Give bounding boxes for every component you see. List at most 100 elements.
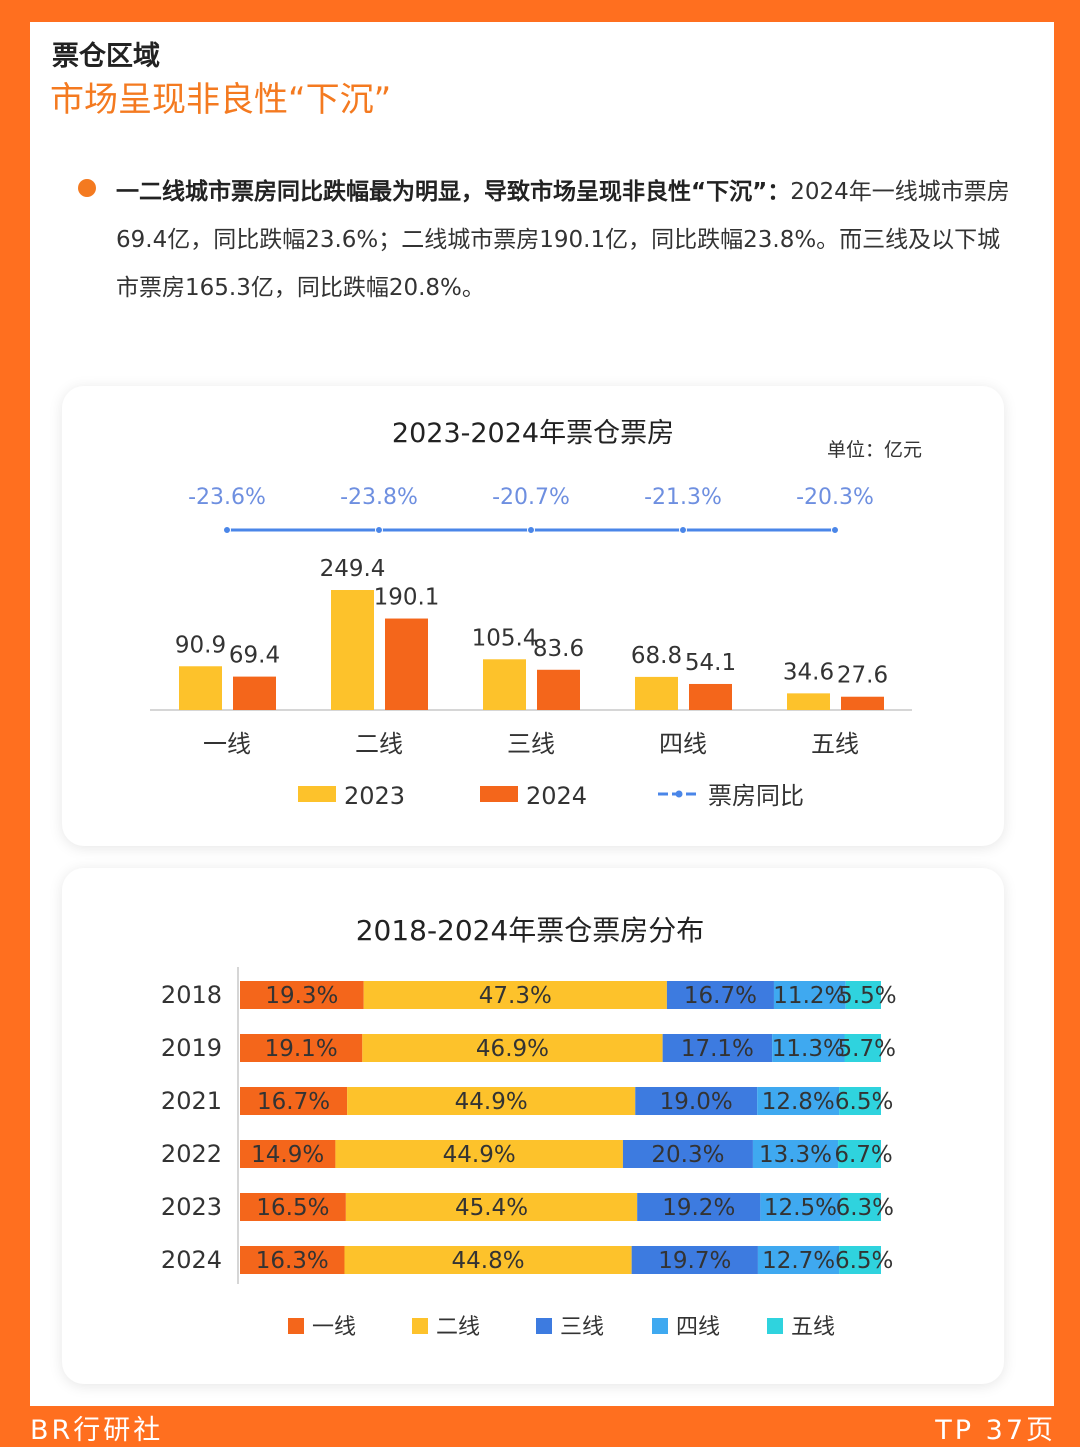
yoy-label: -20.7% xyxy=(492,485,570,510)
stack-segment-4 xyxy=(757,1246,840,1274)
stack-segment-5 xyxy=(844,1034,881,1062)
yoy-label: -23.6% xyxy=(188,485,266,510)
yoy-point xyxy=(223,526,231,534)
segment-label: 19.7% xyxy=(658,1248,731,1274)
bar-label-2024: 190.1 xyxy=(374,585,440,611)
bar-2024 xyxy=(689,683,732,710)
bar-label-2024: 83.6 xyxy=(533,636,584,662)
summary-paragraph: 一二线城市票房同比跌幅最为明显，导致市场呈现非良性“下沉”：2024年一线城市票… xyxy=(116,168,1016,312)
bar-2023 xyxy=(483,659,526,710)
bar-label-2023: 90.9 xyxy=(175,632,226,658)
stack-segment-3 xyxy=(637,1193,761,1221)
x-tick-label: 一线 xyxy=(203,730,251,758)
yoy-label: -21.3% xyxy=(644,485,722,510)
y-tick-label: 2024 xyxy=(161,1246,222,1274)
stack-segment-5 xyxy=(839,1087,881,1115)
footer-brand: BR行研社 xyxy=(30,1415,164,1446)
legend-label-2024: 2024 xyxy=(526,782,587,810)
x-tick-label: 五线 xyxy=(811,730,859,758)
x-tick-label: 二线 xyxy=(355,730,403,758)
stack-segment-1 xyxy=(240,1034,363,1062)
y-tick-label: 2018 xyxy=(161,981,222,1009)
y-tick-label: 2021 xyxy=(161,1087,222,1115)
yoy-point xyxy=(679,526,687,534)
summary-body: 2024年一线城市票房69.4亿，同比跌幅23.6%；二线城市票房190.1亿，… xyxy=(116,179,1010,301)
unit-label: 单位：亿元 xyxy=(827,439,922,461)
legend-swatch-yoy-dot xyxy=(675,790,683,798)
segment-label: 44.8% xyxy=(452,1248,525,1274)
stack-segment-1 xyxy=(240,1193,346,1221)
chart-card-bar: 2023-2024年票仓票房 单位：亿元 -23.6% -23.8% -20.7% -21… xyxy=(62,386,1004,846)
stack-segment-2 xyxy=(363,981,667,1009)
segment-label: 11.3% xyxy=(772,1036,845,1062)
stack-segment-5 xyxy=(845,981,881,1009)
segment-label: 46.9% xyxy=(476,1036,549,1062)
segment-label: 44.9% xyxy=(443,1142,516,1168)
yoy-point xyxy=(527,526,535,534)
bar-2024 xyxy=(841,696,884,710)
segment-label: 16.5% xyxy=(256,1195,329,1221)
y-tick-label: 2022 xyxy=(161,1140,222,1168)
stack-segment-2 xyxy=(347,1087,636,1115)
y-tick-label: 2023 xyxy=(161,1193,222,1221)
legend-swatch-tier5 xyxy=(767,1318,783,1334)
stack-segment-4 xyxy=(773,981,846,1009)
stack-segment-3 xyxy=(666,981,774,1009)
bar-2024 xyxy=(537,669,580,710)
segment-label: 19.2% xyxy=(662,1195,735,1221)
footer-page: TP 37页 xyxy=(935,1415,1056,1446)
stack-segment-1 xyxy=(240,1087,348,1115)
stack-segment-5 xyxy=(839,1246,881,1274)
bar-2023 xyxy=(787,693,830,710)
segment-label: 6.7% xyxy=(834,1142,892,1168)
legend-swatch-tier2 xyxy=(412,1318,428,1334)
stack-segment-2 xyxy=(362,1034,663,1062)
legend-swatch-tier3 xyxy=(536,1318,552,1334)
segment-label: 47.3% xyxy=(479,983,552,1009)
legend-label-tier2: 二线 xyxy=(436,1315,480,1340)
legend-swatch-2023 xyxy=(298,786,336,802)
stacked-bar-chart: 2018-2024年票仓票房分布 2018 19.3% 47.3% 16.7% 11.2%… xyxy=(161,914,897,1340)
y-tick-label: 2019 xyxy=(161,1034,222,1062)
bar-label-2024: 69.4 xyxy=(229,643,280,669)
chart-title: 2018-2024年票仓票房分布 xyxy=(356,914,705,947)
segment-label: 6.5% xyxy=(835,1089,893,1115)
bar-2023 xyxy=(179,666,222,710)
x-tick-label: 三线 xyxy=(507,730,555,758)
segment-label: 12.5% xyxy=(764,1195,837,1221)
legend-label-tier4: 四线 xyxy=(676,1315,720,1340)
bar-2023 xyxy=(635,676,678,710)
bar-label-2023: 34.6 xyxy=(783,659,834,685)
bar-label-2024: 27.6 xyxy=(837,663,888,689)
segment-label: 44.9% xyxy=(455,1089,528,1115)
chart-card-stacked: 2018-2024年票仓票房分布 2018 19.3% 47.3% 16.7% 11.2%… xyxy=(62,868,1004,1384)
segment-label: 20.3% xyxy=(651,1142,724,1168)
segment-label: 19.3% xyxy=(265,983,338,1009)
bar-label-2023: 68.8 xyxy=(631,643,682,669)
bar-label-2023: 249.4 xyxy=(320,556,386,582)
stack-segment-1 xyxy=(240,1140,336,1168)
stack-segment-4 xyxy=(752,1140,839,1168)
stack-segment-5 xyxy=(840,1193,881,1221)
x-tick-label: 四线 xyxy=(659,730,707,758)
stack-segment-2 xyxy=(344,1246,632,1274)
bar-2024 xyxy=(233,676,276,710)
legend-swatch-2024 xyxy=(480,786,518,802)
segment-label: 16.7% xyxy=(684,983,757,1009)
yoy-label: -23.8% xyxy=(340,485,418,510)
stack-segment-3 xyxy=(631,1246,758,1274)
yoy-point xyxy=(831,526,839,534)
segment-label: 19.1% xyxy=(265,1036,338,1062)
segment-label: 6.3% xyxy=(836,1195,894,1221)
bar-label-2023: 105.4 xyxy=(472,625,538,651)
stack-segment-2 xyxy=(345,1193,638,1221)
yoy-label: -20.3% xyxy=(796,485,874,510)
yoy-point xyxy=(375,526,383,534)
segment-label: 14.9% xyxy=(251,1142,324,1168)
segment-label: 16.7% xyxy=(257,1089,330,1115)
section-title: 票仓区域 xyxy=(52,41,160,72)
bar-label-2024: 54.1 xyxy=(685,650,736,676)
segment-label: 19.0% xyxy=(660,1089,733,1115)
stack-segment-4 xyxy=(757,1087,840,1115)
